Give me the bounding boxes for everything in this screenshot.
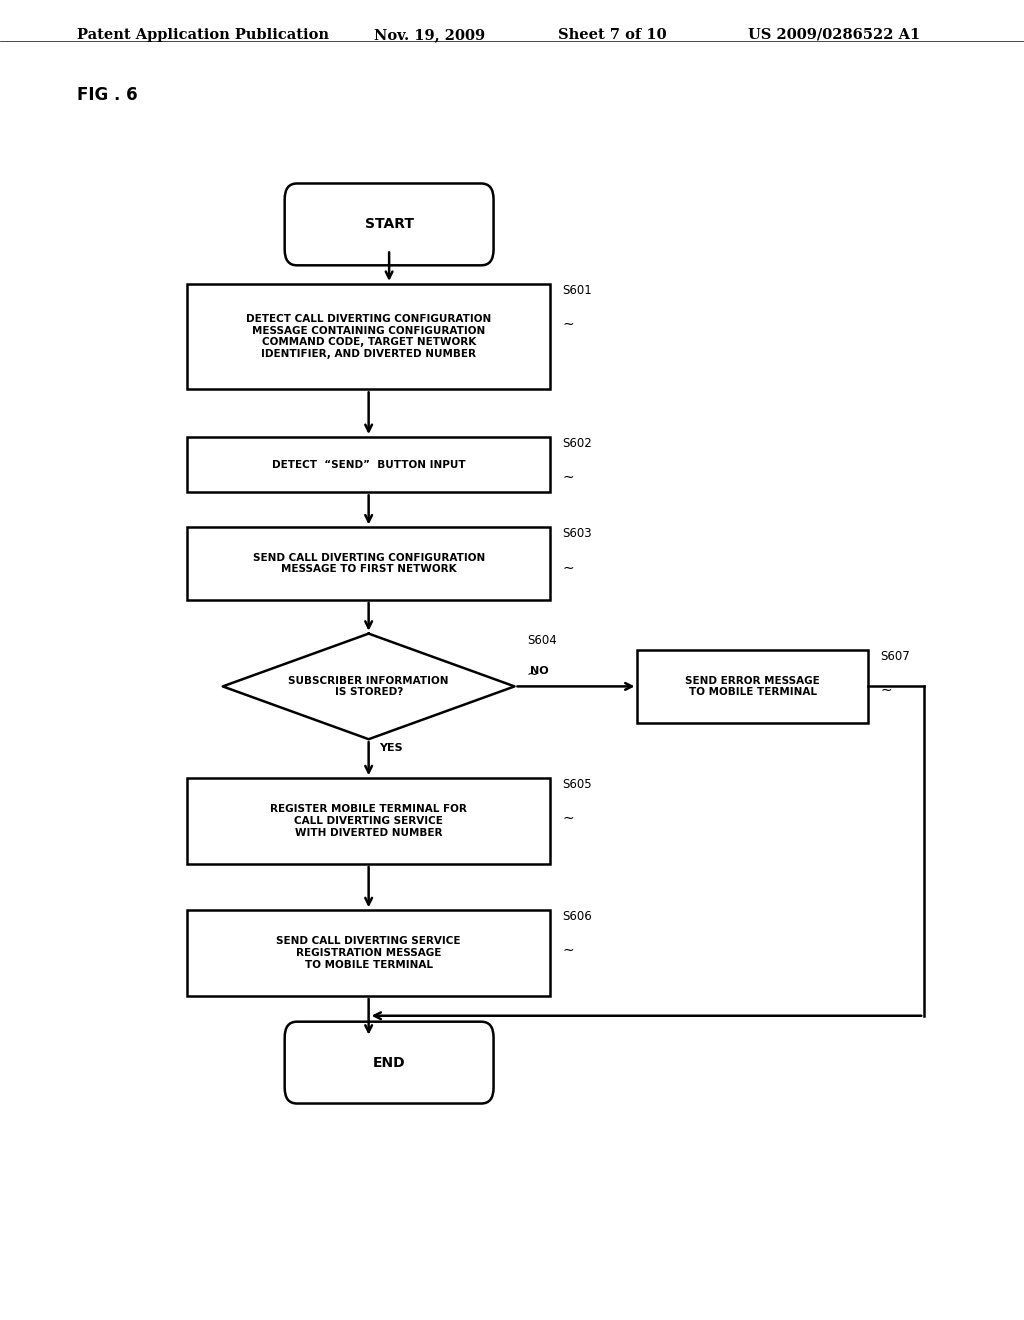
Text: S605: S605 [563, 777, 592, 791]
Text: ∼: ∼ [563, 561, 574, 574]
Text: FIG . 6: FIG . 6 [77, 86, 137, 104]
Text: NO: NO [530, 665, 549, 676]
Text: Sheet 7 of 10: Sheet 7 of 10 [558, 28, 667, 42]
Text: ∼: ∼ [881, 684, 892, 697]
Text: START: START [365, 218, 414, 231]
Text: S602: S602 [563, 437, 593, 450]
Text: S606: S606 [563, 911, 593, 923]
Text: SUBSCRIBER INFORMATION
IS STORED?: SUBSCRIBER INFORMATION IS STORED? [289, 676, 449, 697]
FancyBboxPatch shape [285, 183, 494, 265]
Text: US 2009/0286522 A1: US 2009/0286522 A1 [748, 28, 920, 42]
Text: S607: S607 [881, 651, 910, 663]
Bar [186, 284, 551, 389]
FancyBboxPatch shape [285, 1022, 494, 1104]
Text: REGISTER MOBILE TERMINAL FOR
CALL DIVERTING SERVICE
WITH DIVERTED NUMBER: REGISTER MOBILE TERMINAL FOR CALL DIVERT… [270, 804, 467, 838]
Text: ∼: ∼ [563, 942, 574, 957]
Text: DETECT CALL DIVERTING CONFIGURATION
MESSAGE CONTAINING CONFIGURATION
COMMAND COD: DETECT CALL DIVERTING CONFIGURATION MESS… [246, 314, 492, 359]
Bar [186, 528, 551, 599]
Bar [637, 651, 867, 723]
Text: SEND CALL DIVERTING CONFIGURATION
MESSAGE TO FIRST NETWORK: SEND CALL DIVERTING CONFIGURATION MESSAG… [253, 553, 484, 574]
Text: YES: YES [379, 743, 402, 754]
Polygon shape [223, 634, 514, 739]
Text: SEND CALL DIVERTING SERVICE
REGISTRATION MESSAGE
TO MOBILE TERMINAL: SEND CALL DIVERTING SERVICE REGISTRATION… [276, 936, 461, 970]
Text: S603: S603 [563, 528, 592, 540]
Text: SEND ERROR MESSAGE
TO MOBILE TERMINAL: SEND ERROR MESSAGE TO MOBILE TERMINAL [685, 676, 820, 697]
Text: S604: S604 [526, 634, 557, 647]
Text: ∼: ∼ [563, 470, 574, 484]
Bar [186, 911, 551, 995]
Text: END: END [373, 1056, 406, 1069]
Text: S601: S601 [563, 284, 593, 297]
Bar [186, 777, 551, 863]
Bar [186, 437, 551, 492]
Text: ∼: ∼ [563, 317, 574, 331]
Text: DETECT  “SEND”  BUTTON INPUT: DETECT “SEND” BUTTON INPUT [271, 459, 466, 470]
Text: ∼: ∼ [526, 667, 539, 681]
Text: Nov. 19, 2009: Nov. 19, 2009 [374, 28, 485, 42]
Text: ∼: ∼ [563, 810, 574, 825]
Text: Patent Application Publication: Patent Application Publication [77, 28, 329, 42]
